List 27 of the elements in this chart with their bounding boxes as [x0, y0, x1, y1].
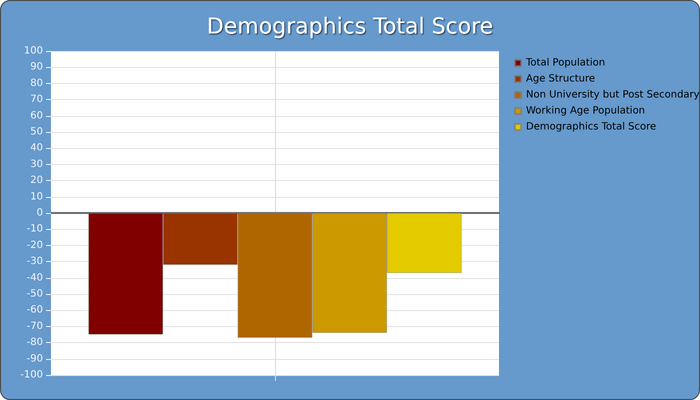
y-tick-label: 80 [30, 78, 43, 89]
y-tick-label: 20 [30, 175, 43, 186]
y-tick-label: -10 [26, 224, 43, 235]
legend-label: Working Age Population [526, 106, 646, 116]
y-tick-label: 10 [30, 191, 43, 202]
y-tick-label: -100 [20, 370, 43, 380]
y-tick-label: 30 [30, 158, 43, 170]
y-tick-label: -20 [26, 240, 43, 251]
legend-label: Non University but Post Secondary [526, 90, 700, 100]
y-tick-label: -60 [26, 304, 43, 316]
y-tick-label: -40 [26, 272, 43, 284]
y-tick-label: 70 [30, 94, 43, 106]
y-tick-label: -90 [26, 353, 43, 364]
y-tick-label: 100 [24, 46, 43, 56]
legend-label: Demographics Total Score [526, 122, 656, 132]
legend-label: Age Structure [526, 74, 596, 84]
y-tick-label: -30 [26, 256, 43, 268]
y-tick-label: -80 [26, 337, 43, 348]
y-tick-label: -70 [26, 320, 43, 332]
chart-title: Demographics Total Score [206, 14, 494, 40]
y-tick-label: 0 [36, 208, 43, 218]
y-tick-label: -50 [26, 288, 43, 300]
y-tick-label: 40 [30, 142, 43, 154]
y-tick-label: 50 [30, 126, 43, 138]
y-tick-label: 90 [30, 62, 43, 73]
legend-label: Total Population [525, 58, 606, 68]
y-tick-label: 60 [30, 110, 43, 122]
